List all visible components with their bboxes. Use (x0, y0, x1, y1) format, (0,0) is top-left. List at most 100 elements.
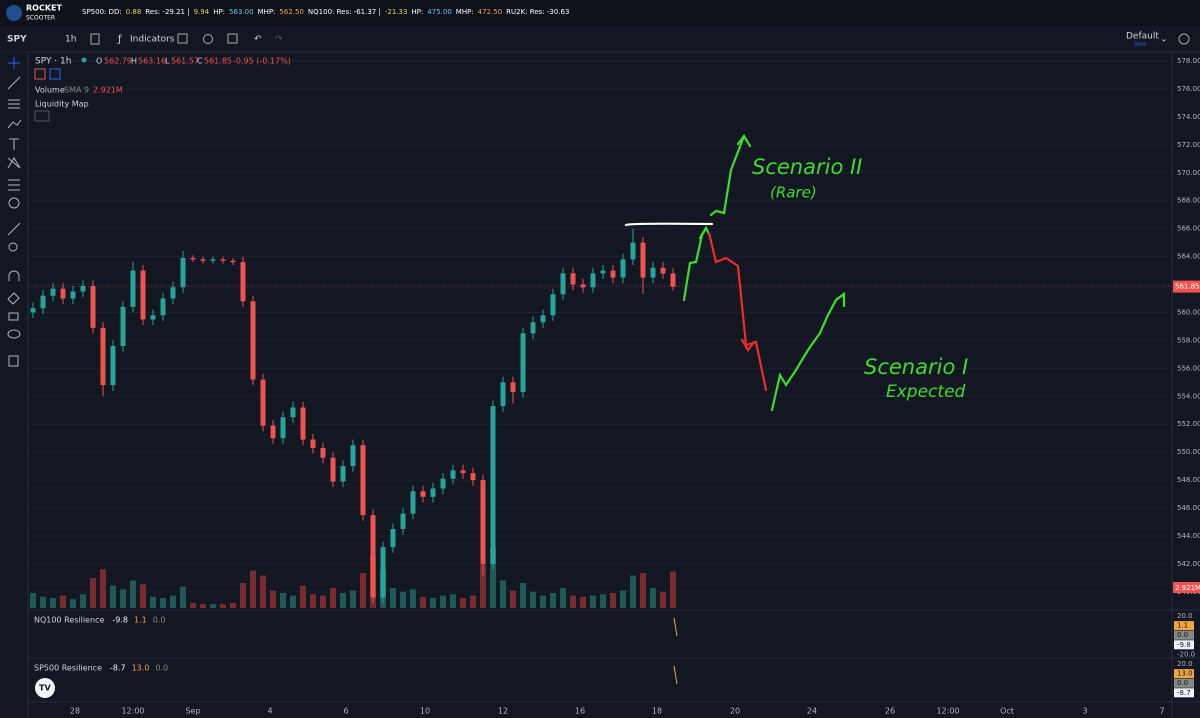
brush-tool[interactable] (7, 119, 22, 129)
green-path (770, 292, 846, 412)
ticker-item: MHP: (456, 8, 474, 16)
ticker-item: NQ100: Res: -61.37 | (308, 8, 381, 16)
volume-bar (50, 598, 56, 608)
pane-value: -8.7 (110, 664, 126, 673)
undo-icon[interactable]: ↶ (254, 35, 262, 45)
candle-body (660, 267, 666, 274)
magnet-tool[interactable] (8, 270, 20, 281)
pane-line (673, 617, 678, 637)
pane-axis-box (1174, 621, 1194, 631)
candle-body (470, 473, 476, 481)
volume-bar (210, 604, 216, 608)
line-tool[interactable] (7, 76, 21, 90)
time-label: 10 (420, 707, 430, 716)
candle-body (190, 257, 196, 260)
ticker-item: 9.94 (194, 8, 210, 16)
layout-dropdown[interactable]: ⌄ (1160, 35, 1168, 45)
interval[interactable]: 1h (65, 35, 76, 45)
candle-body (420, 491, 426, 497)
candle-body (50, 288, 56, 296)
symbol[interactable]: SPY (7, 35, 27, 45)
toolbar (0, 26, 1200, 52)
price-tick-label: 564.00 (1177, 253, 1200, 261)
pattern-tool[interactable] (7, 157, 21, 169)
layout-name[interactable]: Default (1126, 32, 1159, 42)
annotation-text: Expected (886, 382, 966, 402)
candle-body (230, 260, 236, 263)
save-label[interactable]: Save (1134, 42, 1146, 48)
candle-body (580, 284, 586, 288)
candle-body (70, 291, 76, 299)
volume-bar (140, 584, 146, 608)
time-label: 12:00 (121, 707, 144, 716)
volume-bar (530, 591, 536, 608)
collapse-button[interactable] (34, 110, 50, 122)
candle-body (260, 379, 266, 426)
pane-value: 0.0 (155, 664, 168, 673)
text-tool[interactable] (9, 138, 19, 150)
trash-tool[interactable] (8, 355, 19, 367)
logo-text: ROCKET (26, 4, 62, 13)
candle-body (460, 470, 466, 474)
ruler-tool[interactable] (7, 222, 21, 236)
volume-bar (160, 598, 166, 608)
volume-bar (420, 596, 426, 608)
pane-axis-label: 13.0 (1177, 670, 1193, 678)
candle-body (270, 425, 276, 439)
volume-bar (30, 593, 36, 608)
volume-bar (150, 596, 156, 608)
toggle[interactable] (49, 68, 61, 80)
crosshair-tool[interactable] (8, 57, 20, 69)
volume-bar (440, 595, 446, 608)
volume-bar (650, 588, 656, 608)
annotations (624, 134, 846, 412)
chart-type-icon[interactable] (90, 33, 100, 45)
alert-icon[interactable] (203, 34, 213, 44)
volume-bar (70, 599, 76, 608)
redo-icon[interactable]: ↷ (275, 35, 283, 45)
candle-body (400, 513, 406, 529)
candle-body (490, 406, 496, 564)
volume-bar (270, 590, 276, 608)
time-label: 26 (885, 707, 895, 716)
price-chart: 578.00 576.00 574.00 572.00 570.00 568.00 566.… (28, 57, 1200, 608)
price-tick-label: 548.00 (1177, 476, 1200, 484)
candle-body (330, 457, 336, 482)
candle-body (120, 306, 126, 346)
volume-axis-value: 2.921M (1175, 584, 1200, 592)
volume-bar (280, 593, 286, 608)
prediction-tool[interactable] (8, 179, 20, 191)
volume-bar (290, 595, 296, 608)
time-label: 12 (498, 707, 508, 716)
toggle[interactable] (34, 68, 46, 80)
ticker-item: HP: (213, 8, 225, 16)
indicators-button[interactable]: Indicators (130, 35, 175, 45)
arrow-head (834, 291, 846, 308)
time-label: 16 (575, 707, 585, 716)
snapshot-icon[interactable] (227, 33, 238, 44)
volume-axis-label (1173, 582, 1200, 593)
settings-icon[interactable] (1178, 33, 1190, 45)
lock-tool[interactable] (8, 312, 19, 321)
zoom-tool[interactable] (8, 242, 18, 252)
pane-value: 0.0 (153, 616, 166, 625)
candle-body (390, 528, 396, 548)
fx-icon[interactable]: ƒ (117, 34, 122, 45)
icon-tool[interactable] (8, 197, 20, 209)
time-label: 6 (343, 707, 348, 716)
annotation-text: Scenario I (864, 355, 968, 379)
volume-bar (570, 595, 576, 608)
volume-bar (390, 588, 396, 608)
templates-icon[interactable] (177, 33, 188, 44)
pane-axis-label: -8.7 (1177, 689, 1191, 697)
pane-axis-label: 0.0 (1177, 631, 1188, 639)
candle-body (630, 242, 636, 260)
price-tick-label: 550.00 (1177, 448, 1200, 456)
drawing-mode[interactable] (7, 292, 20, 305)
legend-high: 563.16 (138, 57, 166, 66)
pane-axis-box (1174, 669, 1194, 679)
visibility-tool[interactable] (7, 329, 21, 339)
volume-bar (500, 580, 506, 608)
tv-logo (35, 678, 55, 698)
fib-tool[interactable] (8, 99, 20, 109)
